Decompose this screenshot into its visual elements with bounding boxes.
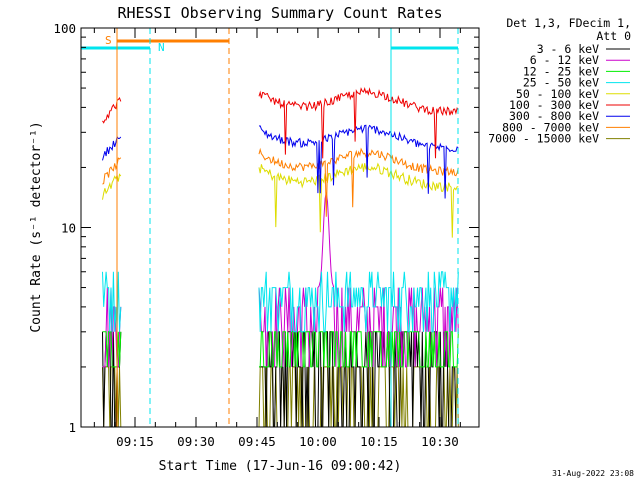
series-line-50-to-100keV — [258, 162, 459, 238]
chart-title: RHESSI Observing Summary Count Rates — [117, 4, 442, 22]
legend-label-3: 25 - 50 keV — [523, 76, 599, 90]
x-tick-label-1030: 10:30 — [421, 434, 459, 449]
series-line-100-to-300keV — [102, 97, 122, 124]
series-line-12-to-25keV — [259, 331, 459, 368]
annotation-label-N: N — [158, 41, 165, 54]
footer-date: 31-Aug-2022 23:08 — [552, 469, 634, 478]
y-tick-label-10: 10 — [61, 221, 76, 236]
annotation-label-S: S — [105, 34, 112, 47]
legend-label-2: 12 - 25 keV — [523, 64, 599, 78]
series-line-300-to-800keV — [102, 135, 122, 161]
legend-label-0: 3 - 6 keV — [537, 42, 599, 56]
y-tick-label-1: 1 — [68, 420, 76, 435]
x-tick-label-0945: 09:45 — [238, 434, 276, 449]
series-line-7000-to-15000keV — [102, 366, 122, 428]
legend-label-5: 100 - 300 keV — [509, 98, 599, 112]
series-line-25-to-50keV — [258, 271, 459, 333]
legend-label-4: 50 - 100 keV — [516, 87, 599, 101]
plot-area: SN — [81, 28, 459, 428]
legend-header-line-2: Att 0 — [596, 29, 631, 43]
legend-label-1: 6 - 12 keV — [530, 53, 599, 67]
series-line-12-to-25keV — [102, 331, 122, 368]
y-tick-label-100: 100 — [53, 21, 76, 36]
series-line-300-to-800keV — [258, 124, 459, 199]
series-line-25-to-50keV — [102, 271, 122, 332]
x-tick-label-0915: 09:15 — [116, 434, 154, 449]
x-axis-label: Start Time (17-Jun-16 09:00:42) — [159, 459, 402, 474]
series-line-100-to-300keV — [258, 86, 459, 159]
legend-label-6: 300 - 800 keV — [509, 109, 599, 123]
legend-header-line-1: Det 1,3, FDecim 1, — [506, 16, 631, 30]
y-axis-label: Count Rate (s⁻¹ detector⁻¹) — [29, 121, 44, 332]
x-tick-label-1015: 10:15 — [360, 434, 398, 449]
legend-label-8: 7000 - 15000 keV — [488, 132, 599, 146]
series-line-50-to-100keV — [102, 173, 122, 200]
legend-label-7: 800 - 7000 keV — [502, 120, 599, 134]
x-tick-label-0930: 09:30 — [177, 434, 215, 449]
x-tick-label-1000: 10:00 — [299, 434, 337, 449]
series-line-800-to-7000keV — [102, 157, 122, 185]
series-line-800-to-7000keV — [258, 147, 459, 217]
axes: 1 10 100 09:15 09:30 09:45 10:00 10:15 10:30 — [53, 21, 479, 449]
